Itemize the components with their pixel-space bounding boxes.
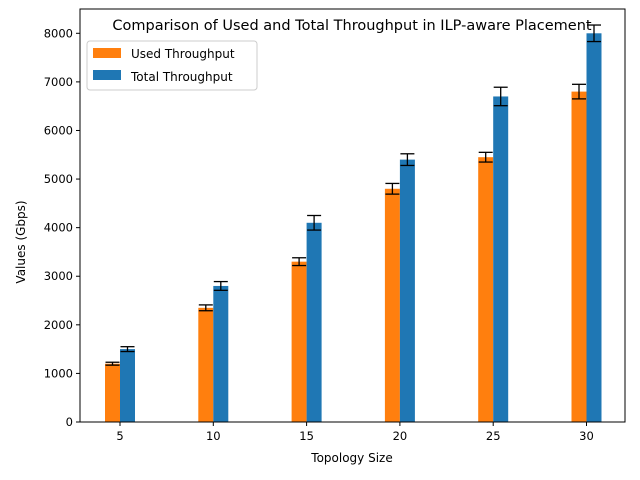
bar-total-throughput — [399, 159, 415, 422]
bar-used-throughput — [384, 188, 400, 422]
bar-used-throughput — [105, 363, 120, 422]
x-tick-label: 5 — [116, 429, 123, 443]
x-tick-label: 10 — [206, 429, 221, 443]
y-tick-label: 1000 — [44, 366, 73, 380]
legend: Used Throughput Total Throughput — [86, 40, 258, 91]
x-tick-label: 30 — [579, 429, 594, 443]
chart-title: Comparison of Used and Total Throughput … — [112, 18, 592, 34]
y-axis-label: Values (Gbps) — [14, 200, 28, 283]
bar-used-throughput — [198, 307, 214, 422]
y-tick-label: 6000 — [44, 123, 73, 137]
x-tick-label: 20 — [393, 429, 408, 443]
legend-swatch-total — [93, 70, 121, 80]
y-tick-label: 2000 — [44, 318, 73, 332]
x-axis-label: Topology Size — [310, 451, 392, 465]
bar-total-throughput — [306, 222, 322, 422]
y-tick-label: 3000 — [44, 269, 73, 283]
x-tick-label: 15 — [299, 429, 314, 443]
bar-total-throughput — [493, 96, 509, 422]
y-tick-label: 8000 — [44, 26, 73, 40]
y-tick-label: 7000 — [44, 75, 73, 89]
legend-label-total: Total Throughput — [130, 70, 233, 84]
y-tick-label: 5000 — [44, 172, 73, 186]
bar-used-throughput — [571, 91, 587, 422]
bar-total-throughput — [213, 285, 229, 422]
bar-used-throughput — [478, 157, 494, 422]
bar-used-throughput — [291, 261, 307, 422]
bar-total-throughput — [120, 349, 135, 422]
y-tick-label: 4000 — [44, 221, 73, 235]
legend-label-used: Used Throughput — [131, 47, 235, 61]
plot-frame — [79, 8, 626, 423]
legend-box — [86, 40, 258, 91]
y-tick-label: 0 — [66, 415, 73, 429]
x-tick-label: 25 — [486, 429, 501, 443]
bar-total-throughput — [586, 33, 602, 422]
legend-swatch-used — [93, 48, 121, 58]
